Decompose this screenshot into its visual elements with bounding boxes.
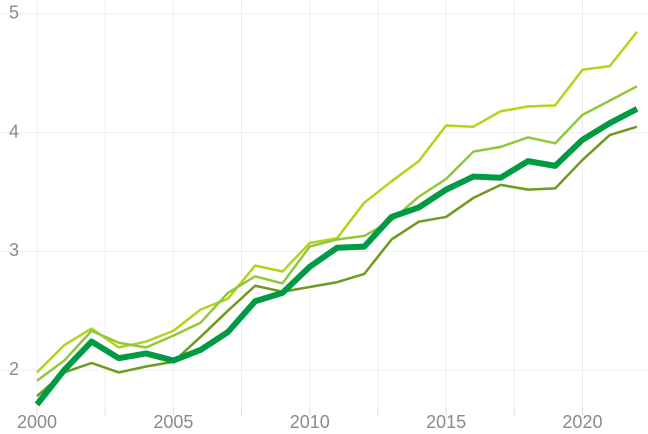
y-tick-label: 5 xyxy=(9,3,19,23)
y-tick-label: 3 xyxy=(9,240,19,260)
series-line xyxy=(36,125,638,398)
x-tick-label: 2005 xyxy=(153,412,193,432)
y-tick-label: 2 xyxy=(9,359,19,379)
series-line xyxy=(36,30,638,374)
series-line xyxy=(34,106,639,407)
x-tick-label: 2000 xyxy=(17,412,57,432)
x-tick-label: 2015 xyxy=(426,412,466,432)
y-tick-label: 4 xyxy=(9,121,19,141)
series-line xyxy=(36,85,638,382)
x-tick-label: 2010 xyxy=(290,412,330,432)
x-tick-label: 2020 xyxy=(562,412,602,432)
